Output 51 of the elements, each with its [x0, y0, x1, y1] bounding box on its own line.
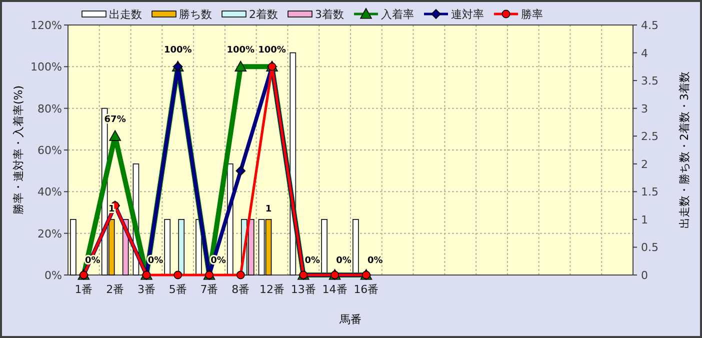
y-tick-label: 120% [30, 19, 62, 32]
x-tick-label: 8番 [232, 283, 250, 296]
data-label: 100% [164, 46, 192, 56]
x-tick-label: 1番 [74, 283, 93, 296]
y2-tick-label: 4.5 [641, 19, 658, 32]
data-label: 1 [265, 204, 272, 214]
legend-label: 勝率 [521, 8, 543, 21]
y2-tick-label: 0.5 [641, 241, 658, 254]
y-tick-label: 20% [38, 227, 62, 240]
y2-tick-label: 1 [641, 213, 648, 226]
x-tick-label: 2番 [106, 283, 124, 296]
y2-tick-label: 0 [641, 269, 648, 282]
y2-tick-label: 3 [641, 102, 648, 116]
y-tick-label: 60% [38, 144, 62, 157]
y2-tick-label: 3.5 [641, 74, 658, 88]
x-tick-label: 13番 [290, 283, 316, 296]
x-tick-label: 12番 [260, 283, 285, 296]
data-label: 100% [226, 46, 255, 56]
y-tick-label: 100% [30, 60, 62, 74]
y2-axis-title: 出走数・勝ち数・2着数・3着数 [678, 72, 691, 228]
x-axis-title: 馬番 [338, 313, 362, 326]
point [234, 60, 247, 72]
y-tick-label: 80% [38, 102, 62, 116]
data-label: 0% [368, 256, 383, 266]
y-tick-label: 40% [38, 186, 62, 199]
legend-label: 3着数 [315, 8, 344, 21]
legend-label: 入着率 [381, 8, 414, 21]
x-tick-label: 14番 [322, 283, 348, 296]
point [109, 130, 121, 141]
y2-tick-label: 4 [641, 46, 648, 60]
bar [164, 219, 171, 276]
legend-label: 勝ち数 [179, 8, 212, 21]
y2-tick-label: 2.5 [641, 130, 658, 144]
legend-label: 連対率 [451, 8, 484, 21]
y-tick-label: 0% [44, 269, 62, 282]
data-label: 100% [258, 46, 286, 56]
y2-tick-label: 2 [641, 158, 648, 171]
point [236, 270, 245, 280]
legend-label: 出走数 [109, 8, 142, 21]
point [236, 166, 246, 176]
x-tick-label: 16番 [354, 283, 379, 296]
x-tick-label: 7番 [200, 283, 218, 296]
data-label: 0% [336, 256, 352, 266]
y2-tick-label: 1.5 [641, 186, 658, 199]
bar [70, 219, 76, 276]
y-axis-title: 勝率・連対率・入着率(%) [12, 85, 25, 215]
data-label: 0% [304, 256, 320, 266]
point [174, 270, 182, 280]
x-tick-label: 3番 [137, 283, 156, 296]
legend-label: 2着数 [249, 8, 278, 21]
x-tick-label: 5番 [168, 283, 187, 296]
